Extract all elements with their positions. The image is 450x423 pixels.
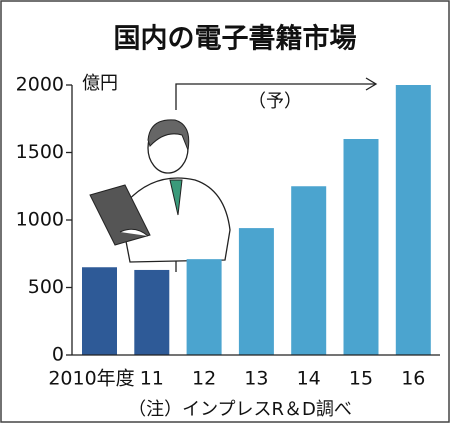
x-tick-label: 2010年度 [48,368,134,390]
x-tick-label: 16 [401,368,425,390]
bar [134,269,170,355]
x-tick-label: 15 [349,368,373,390]
bar [343,139,379,355]
y-tick-label: 0 [52,344,64,366]
x-tick-label: 14 [297,368,321,390]
x-tick-label: 12 [192,368,216,390]
note: （注）インプレスR＆D調べ [128,399,352,420]
bar [395,85,431,355]
bar [82,267,117,355]
bar [291,186,327,355]
y-tick-label: 1000 [16,209,64,231]
bar [238,228,274,355]
bar [186,259,222,355]
x-tick-label: 13 [244,368,268,390]
x-tick-label: 11 [140,368,164,390]
illustration [89,119,231,263]
unit-label: 億円 [82,73,118,94]
annotation: （予） [248,91,302,112]
y-tick-label: 500 [28,276,64,298]
y-tick-label: 1500 [16,141,64,163]
y-tick-label: 2000 [16,74,64,96]
chart-title: 国内の電子書籍市場 [114,23,357,55]
